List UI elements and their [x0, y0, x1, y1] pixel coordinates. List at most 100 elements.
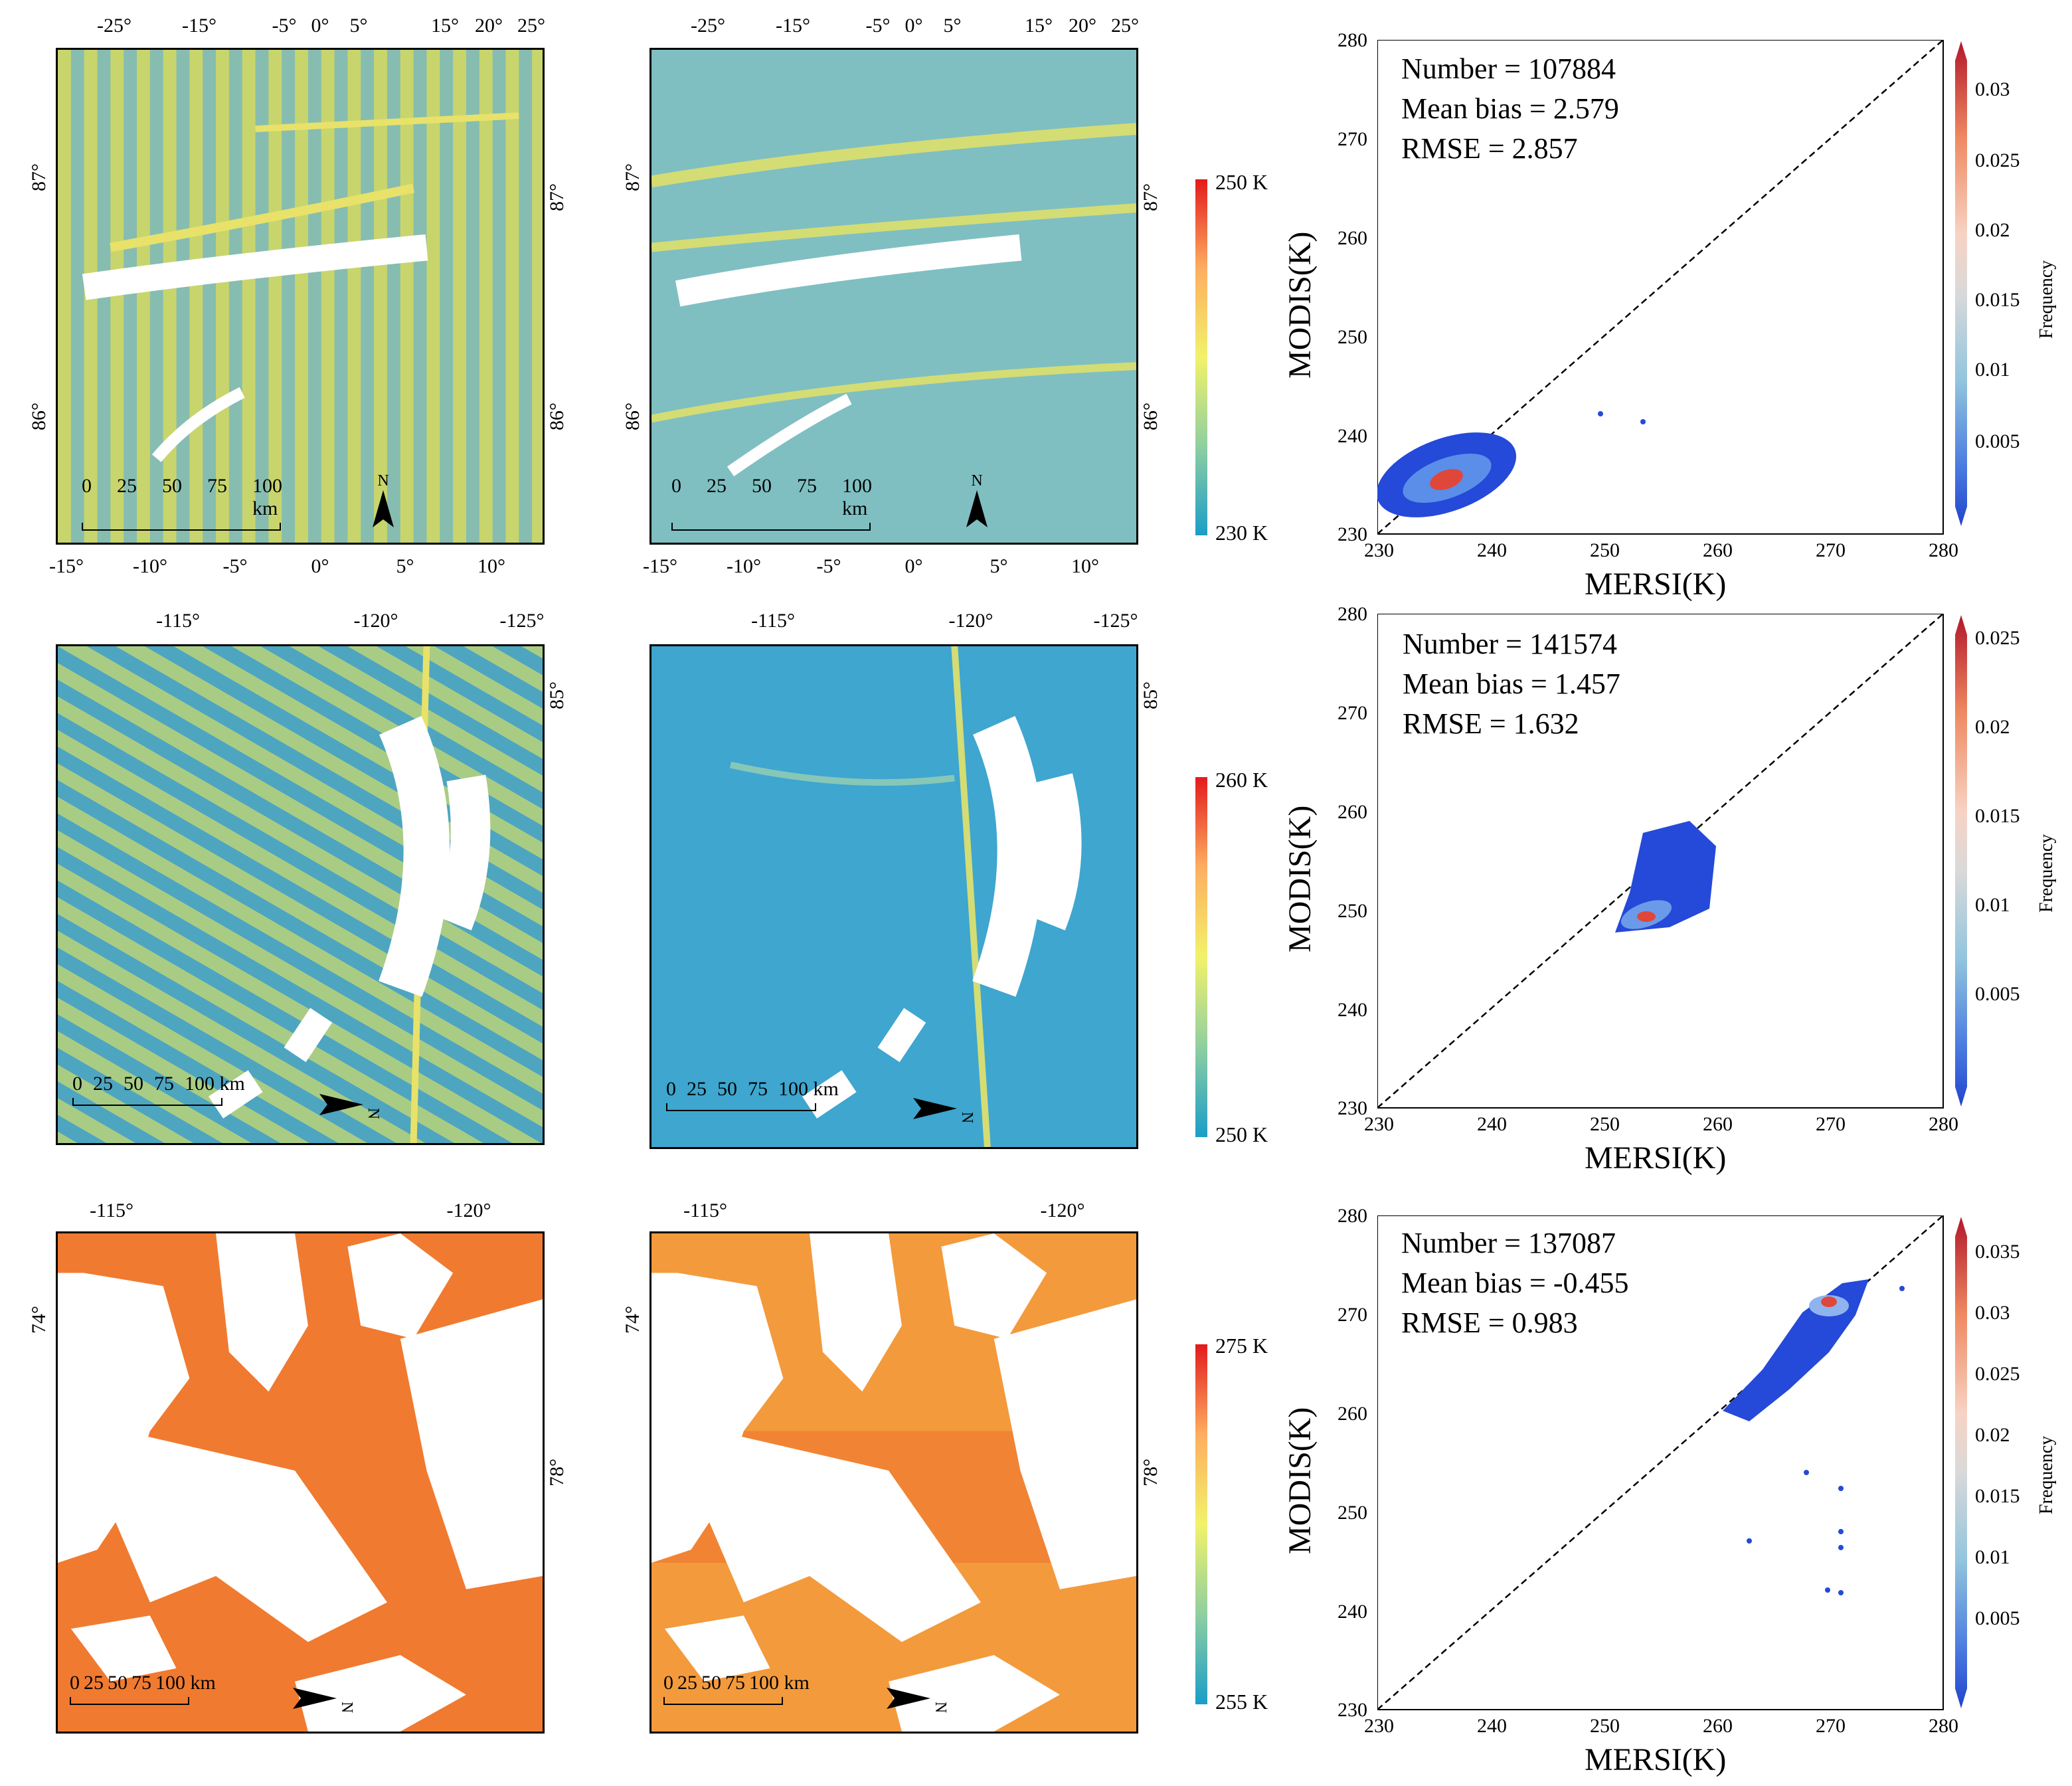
top-tick: -115° — [156, 610, 200, 632]
top-tick: -25° — [97, 15, 131, 37]
freq-colorbar — [1955, 615, 1967, 1107]
scatter-outlier — [1747, 1538, 1752, 1544]
bottom-tick: 0° — [311, 555, 329, 577]
bottom-tick: 5° — [990, 555, 1008, 577]
cbar-tick: 0.02 — [1975, 1424, 2010, 1446]
right-lat-tick: 87° — [1140, 183, 1162, 211]
cbar-tick: 0.015 — [1975, 289, 2020, 311]
cbar-tick: 0.01 — [1975, 1546, 2010, 1568]
top-tick: -5° — [865, 15, 891, 37]
top-tick: -25° — [691, 15, 725, 37]
right-lat-tick: 78° — [1140, 1459, 1162, 1486]
top-tick: 20° — [475, 15, 503, 37]
y-tick: 250 — [1338, 1502, 1367, 1524]
scale-label-75: 75 — [748, 1078, 768, 1100]
scatter-plot-row3 — [1377, 1215, 1944, 1710]
north-arrow-icon — [373, 490, 394, 527]
bottom-tick: -10° — [133, 555, 167, 577]
scatter-outlier — [1838, 1529, 1844, 1534]
right-lat-tick: 78° — [546, 1459, 568, 1486]
cbar-tick: 0.03 — [1975, 78, 2010, 100]
one-to-one-line — [1377, 40, 1944, 535]
y-tick: 240 — [1338, 999, 1367, 1021]
map-mersi-row2: 0 25 50 75 100 km N — [649, 644, 1138, 1149]
top-tick: 5° — [349, 15, 368, 37]
scatter-outlier — [1640, 419, 1646, 424]
top-tick: -120° — [446, 1200, 491, 1221]
top-tick: 15° — [1025, 15, 1053, 37]
y-tick: 270 — [1338, 128, 1367, 150]
scatter-cloud — [1723, 1279, 1869, 1421]
scale-label-25: 25 — [93, 1073, 113, 1095]
y-tick: 260 — [1338, 801, 1367, 823]
top-tick: -120° — [1040, 1200, 1085, 1221]
bottom-tick: -15° — [643, 555, 677, 577]
scale-label-75: 75 — [207, 475, 227, 497]
cbar-tick: 0.005 — [1975, 983, 2020, 1005]
right-lat-tick: 87° — [546, 183, 568, 211]
scale-label-100km: 100 km — [842, 475, 872, 519]
map-mersi-row3: 0 25 50 75 100 km N — [649, 1231, 1138, 1734]
top-tick: 25° — [517, 15, 545, 37]
scale-label-25: 25 — [707, 475, 727, 497]
top-tick: 0° — [311, 15, 329, 37]
bottom-tick: -15° — [49, 555, 84, 577]
scale-label-0: 0 — [72, 1073, 82, 1095]
scale-label-0: 0 — [663, 1672, 673, 1694]
x-tick: 240 — [1477, 1715, 1507, 1737]
scale-bar: 0 25 50 75 100 km — [671, 475, 884, 531]
scale-label-50: 50 — [717, 1078, 737, 1100]
y-axis-label: MODIS(K) — [1282, 1407, 1318, 1554]
top-tick: -125° — [499, 610, 545, 632]
scale-label-0: 0 — [82, 475, 92, 497]
x-tick: 240 — [1477, 539, 1507, 561]
north-arrow-label: N — [932, 1701, 950, 1714]
scatter-outlier — [1838, 1486, 1844, 1491]
stat-rmse: RMSE = 2.857 — [1401, 132, 1578, 165]
y-axis-label: MODIS(K) — [1282, 231, 1318, 379]
left-lat-tick: 74° — [28, 1306, 50, 1334]
stats-box: Number = 137087 Mean bias = -0.455 RMSE … — [1401, 1223, 1629, 1343]
stat-mean-bias: Mean bias = -0.455 — [1401, 1267, 1629, 1299]
right-lat-tick: 85° — [1140, 681, 1162, 709]
stat-rmse: RMSE = 0.983 — [1401, 1306, 1578, 1339]
cbar-tick: 0.02 — [1975, 219, 2010, 241]
plot-frame — [1377, 40, 1944, 535]
map-modis-row3: 0 25 50 75 100 km N — [56, 1231, 545, 1734]
x-tick: 230 — [1364, 1715, 1394, 1737]
stat-number: Number = 141574 — [1403, 628, 1617, 660]
left-lat-tick: 87° — [622, 163, 644, 191]
top-tick: -125° — [1093, 610, 1138, 632]
north-arrow: N — [964, 472, 990, 535]
scale-label-50: 50 — [108, 1672, 128, 1694]
scale-label-100km: 100 km — [778, 1078, 839, 1100]
one-to-one-line — [1377, 1215, 1944, 1710]
colorbar-min-label: 230 K — [1215, 521, 1268, 545]
top-tick: -15° — [182, 15, 216, 37]
scatter-outlier — [1825, 1587, 1830, 1593]
x-axis-label: MERSI(K) — [1585, 1140, 1727, 1176]
scale-label-50: 50 — [701, 1672, 721, 1694]
stats-box: Number = 107884 Mean bias = 2.579 RMSE =… — [1401, 49, 1619, 169]
scale-label-25: 25 — [117, 475, 137, 497]
y-tick: 250 — [1338, 326, 1367, 348]
y-tick: 240 — [1338, 425, 1367, 447]
colorbar-max-label: 250 K — [1215, 170, 1268, 194]
north-arrow: N — [884, 1685, 950, 1716]
scale-label-25: 25 — [677, 1672, 697, 1694]
lst-map-image — [651, 50, 1136, 543]
x-tick: 230 — [1364, 539, 1394, 561]
freq-cbar-label: Frequency — [2036, 260, 2057, 339]
x-tick: 250 — [1590, 1715, 1620, 1737]
x-tick: 280 — [1929, 1715, 1958, 1737]
scatter-outlier — [1899, 1286, 1905, 1291]
y-tick: 280 — [1338, 1205, 1367, 1227]
north-arrow-icon — [913, 1098, 957, 1119]
left-lat-tick: 74° — [622, 1306, 644, 1334]
north-arrow-icon — [319, 1094, 363, 1115]
x-tick: 270 — [1816, 1113, 1846, 1135]
y-tick: 230 — [1338, 523, 1367, 545]
scale-label-75: 75 — [154, 1073, 174, 1095]
cbar-tick: 0.03 — [1975, 1302, 2010, 1324]
map-colorbar — [1195, 1344, 1207, 1704]
